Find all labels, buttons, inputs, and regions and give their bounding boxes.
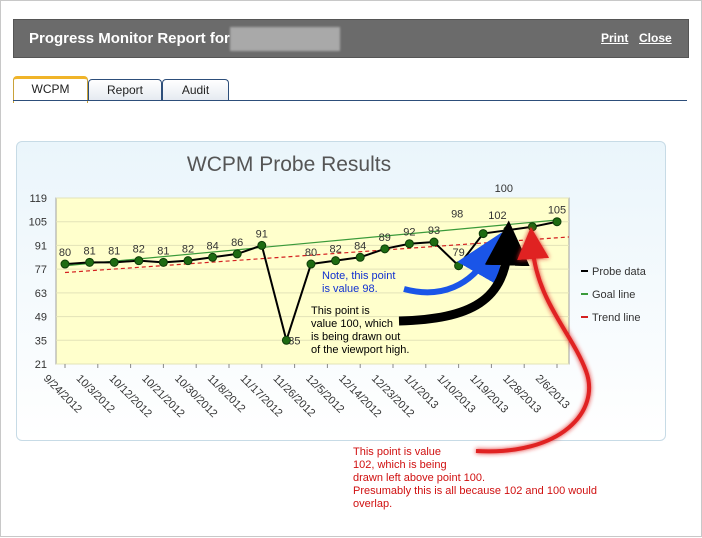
black-arrow xyxy=(398,220,530,326)
probe-point xyxy=(85,257,95,267)
annotation-text: of the viewport high. xyxy=(311,344,409,356)
annotation-text: Note, this point xyxy=(322,270,395,282)
probe-point xyxy=(380,244,390,254)
data-label: 82 xyxy=(182,244,194,256)
probe-point xyxy=(134,256,144,266)
probe-point xyxy=(306,259,316,269)
y-tick-label: 35 xyxy=(35,335,47,347)
blue-arrow xyxy=(403,232,502,296)
probe-point xyxy=(109,257,119,267)
probe-point xyxy=(355,252,365,262)
probe-point xyxy=(257,240,267,250)
y-tick-label: 77 xyxy=(35,264,47,276)
data-label: 81 xyxy=(83,245,95,257)
annotation-text: overlap. xyxy=(353,498,392,510)
data-label: 82 xyxy=(329,244,341,256)
tab[interactable]: Audit xyxy=(162,79,229,101)
annotation-text: drawn left above point 100. xyxy=(353,472,485,484)
probe-point xyxy=(404,239,414,249)
legend-label: Probe data xyxy=(592,266,647,278)
print-link[interactable]: Print xyxy=(601,31,629,45)
red-arrow xyxy=(475,227,592,454)
y-tick-label: 91 xyxy=(35,240,47,252)
data-label: 35 xyxy=(288,335,300,347)
tab[interactable]: WCPM xyxy=(13,76,88,103)
annotation-arrows xyxy=(398,220,592,454)
probe-point xyxy=(232,249,242,259)
probe-point xyxy=(183,256,193,266)
probe-point xyxy=(527,222,537,232)
close-link[interactable]: Close xyxy=(639,31,672,45)
tab[interactable]: Report xyxy=(88,79,162,101)
data-label: 80 xyxy=(305,247,317,259)
data-label: 93 xyxy=(428,225,440,237)
probe-point xyxy=(158,257,168,267)
goal-line xyxy=(64,219,558,267)
annotation-text: Presumably this is all because 102 and 1… xyxy=(353,485,597,497)
probe-point xyxy=(454,261,464,271)
annotation-text: is value 98. xyxy=(322,283,378,295)
annotation-text: is being drawn out xyxy=(311,331,400,343)
data-label: 84 xyxy=(354,240,366,252)
data-label: 91 xyxy=(256,228,268,240)
probe-point xyxy=(429,237,439,247)
tab-divider xyxy=(13,100,687,101)
data-label: 98 xyxy=(451,209,463,221)
y-tick-label: 63 xyxy=(35,288,47,300)
annotation-text: This point is xyxy=(311,305,370,317)
probe-point xyxy=(60,259,70,269)
probe-point xyxy=(208,252,218,262)
y-tick-label: 21 xyxy=(35,359,47,371)
data-label: 102 xyxy=(488,210,506,222)
probe-point xyxy=(331,256,341,266)
header-bar: Progress Monitor Report for Print Close xyxy=(13,19,689,58)
data-label: 80 xyxy=(59,247,71,259)
annotation-text: 102, which is being xyxy=(353,459,447,471)
y-tick-label: 105 xyxy=(29,217,47,229)
data-label: 92 xyxy=(403,227,415,239)
redacted-name xyxy=(230,27,340,51)
data-label: 81 xyxy=(157,245,169,257)
annotation-text: value 100, which xyxy=(311,318,393,330)
data-label: 79 xyxy=(452,247,464,259)
data-label: 82 xyxy=(133,244,145,256)
annotation-text: This point is value xyxy=(353,446,441,458)
chart-title: WCPM Probe Results xyxy=(187,153,391,176)
legend-label: Goal line xyxy=(592,289,635,301)
y-tick-label: 49 xyxy=(35,312,47,324)
probe-point xyxy=(503,225,513,235)
probe-point xyxy=(552,217,562,227)
header-title: Progress Monitor Report for xyxy=(29,30,230,47)
y-tick-label: 119 xyxy=(29,193,47,205)
data-label: 81 xyxy=(108,245,120,257)
data-label: 84 xyxy=(206,240,218,252)
data-label: 105 xyxy=(548,205,566,217)
probe-point xyxy=(478,229,488,239)
probe-point xyxy=(281,335,291,345)
data-label: 89 xyxy=(379,232,391,244)
data-label: 100 xyxy=(495,183,513,195)
legend-label: Trend line xyxy=(592,312,641,324)
data-label: 86 xyxy=(231,237,243,249)
